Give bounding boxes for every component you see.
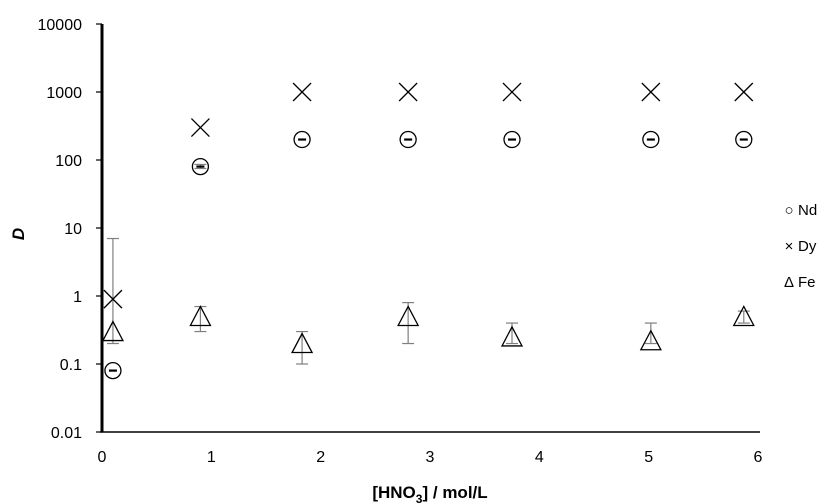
- data-point-nd: [642, 130, 660, 149]
- y-axis-title: D: [9, 228, 28, 240]
- legend-label: Dy: [798, 238, 817, 255]
- data-markers: [101, 82, 755, 380]
- x-axis-title: [HNO3] / mol/L: [372, 483, 487, 504]
- data-point-dy: [734, 82, 754, 102]
- error-bar-fe: [194, 305, 207, 333]
- error-bar-fe: [106, 237, 119, 345]
- y-tick-label: 0.01: [51, 425, 82, 442]
- data-point-fe: [291, 332, 314, 354]
- error-bar-fe: [296, 330, 309, 365]
- data-point-fe: [101, 320, 125, 342]
- data-point-nd: [503, 130, 521, 149]
- error-bar-fe: [402, 301, 415, 345]
- y-tick-label: 10: [64, 221, 82, 238]
- error-bars: [106, 163, 750, 365]
- x-tick-labels: 0 1 2 3 4 5 6: [98, 449, 763, 466]
- y-tick-label: 0.1: [60, 357, 82, 374]
- x-tick-label: 3: [426, 449, 435, 466]
- axes: [100, 24, 760, 433]
- y-tick-label: 100: [55, 153, 82, 170]
- y-tick-label: 1000: [46, 85, 82, 102]
- data-point-dy: [502, 82, 522, 102]
- x-tick-label: 6: [754, 449, 763, 466]
- data-point-nd: [104, 361, 122, 380]
- data-point-fe: [639, 329, 662, 351]
- data-point-dy: [398, 82, 418, 102]
- legend-label: Fe: [798, 274, 816, 291]
- y-tick-label: 10000: [38, 17, 83, 34]
- data-point-nd: [399, 130, 417, 149]
- legend-label: Nd: [798, 202, 817, 219]
- x-tick-label: 4: [535, 449, 544, 466]
- data-point-nd: [191, 157, 210, 176]
- data-point-fe: [500, 325, 524, 347]
- error-bar-fe: [737, 310, 750, 324]
- x-tick-label: 0: [98, 449, 107, 466]
- data-point-dy: [292, 82, 312, 102]
- legend-item-dy: × Dy: [785, 238, 817, 255]
- data-point-fe: [732, 305, 755, 327]
- y-tick-labels: 0.01 0.1 1 10 100 1000 10000: [38, 17, 102, 442]
- data-point-fe: [397, 305, 420, 327]
- legend: ○ Nd × Dy Δ Fe: [784, 202, 817, 291]
- data-point-dy: [103, 289, 123, 309]
- legend-marker-circle: ○: [784, 202, 793, 219]
- legend-marker-triangle: Δ: [784, 274, 794, 291]
- error-bar-fe: [644, 322, 657, 345]
- x-tick-label: 1: [207, 449, 216, 466]
- data-point-nd: [735, 130, 753, 149]
- data-point-fe: [189, 305, 212, 327]
- x-tick-label: 5: [644, 449, 653, 466]
- legend-item-fe: Δ Fe: [784, 274, 816, 291]
- legend-marker-x: ×: [785, 238, 794, 255]
- data-point-dy: [641, 82, 661, 102]
- data-point-dy: [190, 118, 210, 138]
- data-point-nd: [293, 130, 311, 149]
- legend-item-nd: ○ Nd: [784, 202, 817, 219]
- x-tick-label: 2: [316, 449, 325, 466]
- y-tick-label: 1: [73, 289, 82, 306]
